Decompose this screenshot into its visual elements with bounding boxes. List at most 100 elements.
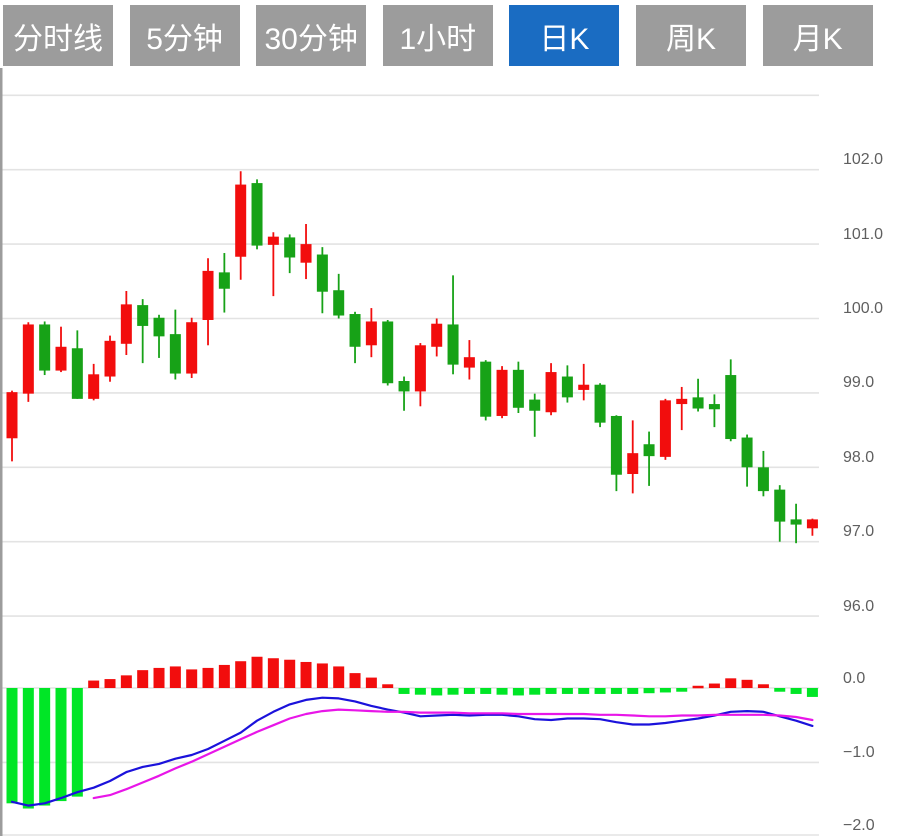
price-tick-label: 97.0 xyxy=(843,523,875,541)
candle-body xyxy=(267,236,279,245)
macd-histogram-bar xyxy=(186,669,198,688)
macd-histogram-bar xyxy=(659,688,671,693)
candle-body xyxy=(561,376,573,398)
candle-body xyxy=(349,314,361,347)
candle-body xyxy=(88,374,100,399)
candle-body xyxy=(529,399,541,411)
macd-histogram-bar xyxy=(251,656,263,688)
macd-histogram-bar xyxy=(71,688,83,797)
macd-histogram-bar xyxy=(725,678,737,688)
macd-histogram-bar xyxy=(431,688,443,696)
candle-body xyxy=(610,415,622,475)
dif-line xyxy=(10,696,814,807)
macd-tick-label: −2.0 xyxy=(843,816,875,834)
candle-body xyxy=(741,437,753,468)
candle-body xyxy=(22,324,34,394)
macd-histogram-bar xyxy=(529,688,541,695)
price-tick-label: 96.0 xyxy=(843,597,875,615)
candle-body xyxy=(104,340,116,377)
macd-histogram-bar xyxy=(414,688,426,695)
candle-body xyxy=(251,183,263,246)
candle-body xyxy=(186,322,198,374)
candle-body xyxy=(806,519,818,529)
macd-histogram-bar xyxy=(169,666,181,688)
candle-body xyxy=(71,348,83,399)
candle-body xyxy=(382,321,394,384)
candle-body xyxy=(169,334,181,374)
candle-body xyxy=(790,519,802,525)
macd-histogram-bar xyxy=(333,666,345,688)
macd-histogram-bar xyxy=(643,688,655,694)
macd-histogram-bar xyxy=(316,663,328,688)
tab-weekly-k[interactable]: 周K xyxy=(636,5,746,66)
candle-body xyxy=(398,380,410,392)
macd-histogram-bar xyxy=(692,685,704,689)
macd-histogram-bar xyxy=(22,688,34,809)
candle-body xyxy=(235,184,247,257)
macd-histogram-bar xyxy=(545,688,557,694)
macd-histogram-bar xyxy=(496,688,508,695)
macd-histogram-bar xyxy=(480,688,492,694)
macd-histogram-bar xyxy=(398,688,410,694)
tab-5min[interactable]: 5分钟 xyxy=(129,5,240,66)
candle-body xyxy=(708,404,720,410)
candle-body xyxy=(725,375,737,440)
macd-histogram-bar xyxy=(39,688,51,806)
candle-body xyxy=(431,323,443,347)
price-tick-label: 98.0 xyxy=(843,448,875,466)
macd-histogram-bar xyxy=(55,688,67,802)
candle-body xyxy=(202,270,214,320)
macd-histogram-bar xyxy=(284,659,296,688)
candle-body xyxy=(39,324,51,371)
macd-histogram-bar xyxy=(561,688,573,694)
macd-histogram-bar xyxy=(594,688,606,694)
candle-body xyxy=(153,317,165,337)
macd-histogram-bar xyxy=(6,688,18,804)
tab-monthly-k[interactable]: 月K xyxy=(762,5,873,66)
dea-line xyxy=(92,708,814,800)
macd-histogram-bar xyxy=(349,673,361,688)
candle-body xyxy=(594,384,606,423)
candle-body xyxy=(480,361,492,417)
candle-body xyxy=(463,357,475,368)
macd-histogram-bar xyxy=(757,684,769,688)
macd-histogram-bar xyxy=(137,670,149,688)
tab-timeline[interactable]: 分时线 xyxy=(3,5,113,66)
candle-body xyxy=(55,346,67,371)
tab-daily-k[interactable]: 日K xyxy=(509,5,620,66)
macd-tick-label: −1.0 xyxy=(843,743,875,761)
candle-body xyxy=(692,397,704,409)
macd-histogram-bar xyxy=(267,658,279,688)
macd-histogram-bar xyxy=(708,683,720,688)
candle-body xyxy=(365,321,377,346)
candle-body xyxy=(545,372,557,413)
chart-left-border xyxy=(0,68,3,836)
candle-body xyxy=(218,272,230,289)
macd-histogram-bar xyxy=(578,688,590,694)
macd-histogram-bar xyxy=(153,667,165,688)
macd-histogram-bar xyxy=(202,667,214,688)
macd-histogram-bar xyxy=(300,661,312,688)
macd-histogram-bar xyxy=(627,688,639,694)
price-tick-label: 99.0 xyxy=(843,374,875,392)
candle-body xyxy=(137,305,149,326)
macd-histogram-bar xyxy=(447,688,459,695)
candle-body xyxy=(6,392,18,439)
candle-body xyxy=(284,237,296,258)
macd-histogram-bar xyxy=(774,688,786,692)
macd-histogram-bar xyxy=(463,688,475,694)
macd-histogram-bar xyxy=(382,684,394,688)
macd-histogram-bar xyxy=(512,688,524,696)
candle-body xyxy=(774,489,786,522)
candle-body xyxy=(512,369,524,408)
candle-body xyxy=(120,304,132,344)
tab-30min[interactable]: 30分钟 xyxy=(256,5,367,66)
candle-body xyxy=(496,369,508,416)
candle-body xyxy=(643,444,655,457)
tab-1hour[interactable]: 1小时 xyxy=(382,5,493,66)
candle-body xyxy=(676,398,688,405)
period-tab-bar: 分时线 5分钟 30分钟 1小时 日K 周K 月K xyxy=(0,0,906,68)
candle-body xyxy=(627,453,639,474)
macd-histogram-bar xyxy=(610,688,622,694)
